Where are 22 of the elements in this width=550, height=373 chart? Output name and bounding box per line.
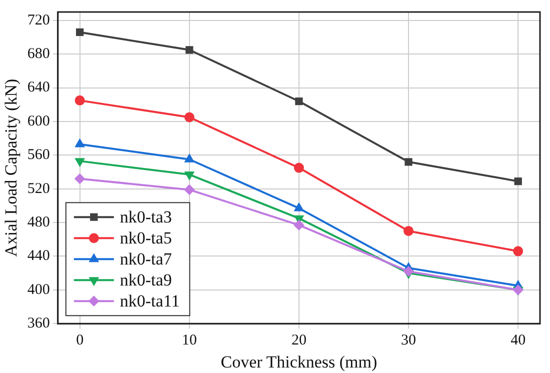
y-tick-label: 680 <box>27 46 50 62</box>
x-tick-label: 30 <box>401 332 416 349</box>
y-tick-label: 400 <box>27 282 50 298</box>
y-tick-label: 560 <box>27 147 50 164</box>
y-tick-label: 600 <box>27 113 50 130</box>
y-tick-label: 720 <box>27 12 50 28</box>
x-tick-label: 10 <box>182 332 197 349</box>
x-tick-label: 40 <box>510 332 526 349</box>
y-tick-label: 440 <box>27 248 50 264</box>
y-tick-label: 360 <box>27 316 50 332</box>
x-axis-title: Cover Thickness (mm) <box>220 352 378 372</box>
legend-label: nk0-ta5 <box>120 228 172 248</box>
y-tick-label: 480 <box>27 214 50 230</box>
y-tick-label: 520 <box>27 180 50 197</box>
legend-label: nk0-ta9 <box>120 270 172 290</box>
legend-label: nk0-ta7 <box>120 250 172 269</box>
legend-label: nk0-ta11 <box>120 292 180 311</box>
legend-label: nk0-ta3 <box>120 208 172 227</box>
x-tick-label: 20 <box>291 332 306 349</box>
y-tick-label: 640 <box>27 80 50 96</box>
x-tick-label: 0 <box>76 332 84 349</box>
y-axis-title: Axial Load Capacity (kN) <box>2 78 21 257</box>
